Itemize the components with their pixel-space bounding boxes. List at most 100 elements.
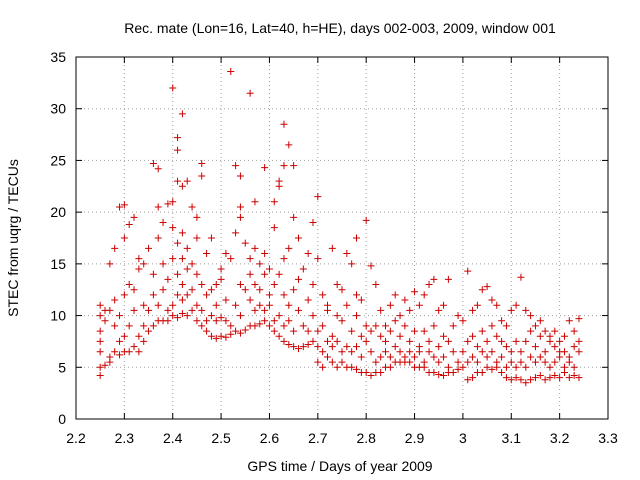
data-point [256,286,264,294]
data-point [386,301,394,309]
data-point [546,332,554,340]
x-tick-label: 2.3 [115,430,135,446]
data-point [333,312,341,320]
data-point [236,172,244,180]
data-point [174,134,182,142]
data-point [454,365,462,373]
data-point [502,322,510,330]
data-point [338,348,346,356]
data-point [261,250,269,258]
data-point [96,301,104,309]
data-point [314,255,322,263]
data-point [493,301,501,309]
data-point [309,281,317,289]
data-point [232,162,240,170]
data-point [498,353,506,361]
y-tick-label: 20 [50,204,66,220]
data-point [517,273,525,281]
data-point [193,234,201,242]
data-point [498,368,506,376]
data-point [541,348,549,356]
data-point [420,291,428,299]
data-point [415,343,423,351]
data-point [493,358,501,366]
data-point [178,255,186,263]
data-point [430,322,438,330]
data-point [236,203,244,211]
data-point [120,234,128,242]
data-point [309,218,317,226]
data-point [401,296,409,304]
data-point [367,262,375,270]
data-point [96,327,104,335]
data-point [560,332,568,340]
x-tick-label: 2.4 [163,430,183,446]
data-point [120,201,128,209]
data-point [203,327,211,335]
data-point [145,306,153,314]
data-point [101,361,109,369]
data-point [362,322,370,330]
data-point [169,224,177,232]
data-point [449,368,457,376]
data-point [251,198,259,206]
data-point [536,332,544,340]
data-point [270,198,278,206]
data-point [270,281,278,289]
data-point [193,317,201,325]
data-point [96,372,104,380]
data-point [386,353,394,361]
data-point [522,363,530,371]
data-point [246,270,254,278]
data-point [527,353,535,361]
data-point [353,234,361,242]
data-point [362,368,370,376]
data-point [178,110,186,118]
data-point [290,286,298,294]
data-point [372,358,380,366]
chart-title: Rec. mate (Lon=16, Lat=40, h=HE), days 0… [124,20,556,36]
data-point [154,301,162,309]
data-point [469,353,477,361]
data-point [299,343,307,351]
data-point [164,275,172,283]
data-point [236,281,244,289]
data-point [551,358,559,366]
data-point [512,301,520,309]
data-point [560,363,568,371]
data-point [478,327,486,335]
data-point [106,353,114,361]
data-point [411,327,419,335]
data-point [319,291,327,299]
data-point [130,286,138,294]
data-point [265,322,273,330]
data-point [140,337,148,345]
data-point [203,317,211,325]
data-point [304,296,312,304]
data-point [391,291,399,299]
data-point [362,337,370,345]
data-point [314,358,322,366]
data-point [372,281,380,289]
data-point [575,315,583,323]
data-point [478,368,486,376]
data-point [507,306,515,314]
data-point [464,358,472,366]
data-point [290,327,298,335]
plot-frame [75,56,609,420]
data-point [319,322,327,330]
data-point [280,255,288,263]
data-point [469,332,477,340]
data-point [565,353,573,361]
data-point [256,320,264,328]
data-point [285,244,293,252]
data-point [483,353,491,361]
data-point [145,244,153,252]
data-point [406,358,414,366]
data-point [512,337,520,345]
data-point [541,327,549,335]
data-point [459,348,467,356]
data-point [527,312,535,320]
data-point [140,322,148,330]
data-point [415,301,423,309]
